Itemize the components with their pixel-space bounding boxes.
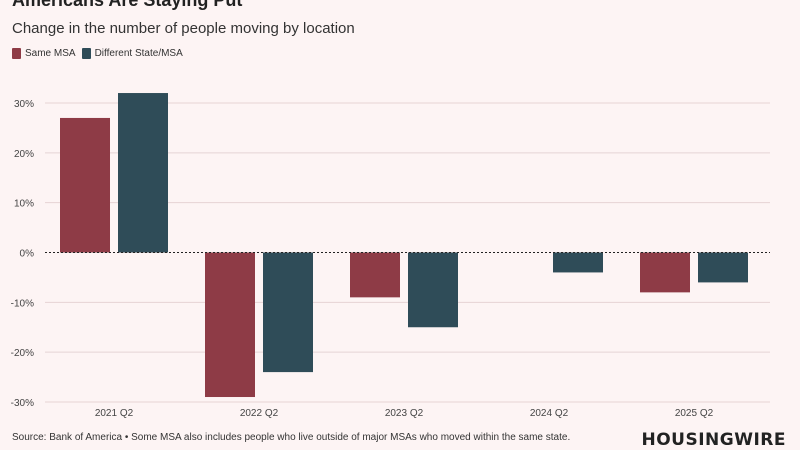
bar-same-msa-2023-q2 — [350, 252, 400, 298]
bar-different-state-msa-2025-q2 — [698, 252, 748, 283]
legend-item-same-msa: Same MSA — [12, 48, 76, 59]
y-tick-label: 20% — [14, 149, 34, 160]
bar-different-state-msa-2024-q2 — [553, 252, 603, 273]
bar-different-state-msa-2023-q2 — [408, 252, 458, 328]
x-tick-label: 2022 Q2 — [240, 408, 279, 419]
x-tick-label: 2021 Q2 — [95, 408, 134, 419]
bar-same-msa-2025-q2 — [640, 252, 690, 293]
y-tick-label: 30% — [14, 99, 34, 110]
legend-swatch-same-msa — [12, 48, 21, 59]
chart-title: Americans Are Staying Put — [12, 0, 243, 10]
bars — [60, 93, 748, 398]
bar-different-state-msa-2021-q2 — [118, 93, 168, 253]
y-tick-label: -20% — [11, 348, 34, 359]
x-tick-label: 2023 Q2 — [385, 408, 424, 419]
legend-item-different-state-msa: Different State/MSA — [81, 48, 183, 59]
y-tick-label: 0% — [20, 249, 35, 260]
source-note: Source: Bank of America • Some MSA also … — [12, 432, 570, 444]
y-tick-label: -10% — [11, 298, 34, 309]
y-axis-ticks: 30% 20% 10% 0% -10% -20% -30% — [11, 99, 34, 409]
bar-same-msa-2021-q2 — [60, 117, 110, 253]
y-tick-label: -30% — [11, 398, 34, 409]
legend-swatch-different-state-msa — [81, 48, 91, 59]
y-tick-label: 10% — [14, 199, 34, 210]
bar-same-msa-2022-q2 — [205, 252, 255, 398]
legend: Same MSA Different State/MSA — [12, 48, 183, 59]
legend-label-different-state-msa: Different State/MSA — [94, 48, 183, 59]
x-axis-ticks: 2021 Q2 2022 Q2 2023 Q2 2024 Q2 2025 Q2 — [95, 408, 714, 419]
x-tick-label: 2024 Q2 — [530, 408, 569, 419]
x-tick-label: 2025 Q2 — [675, 408, 714, 419]
bar-different-state-msa-2022-q2 — [263, 252, 313, 373]
source-line: Source: Bank of America • Some MSA also … — [12, 432, 571, 443]
legend-label-same-msa: Same MSA — [25, 48, 76, 59]
chart-subtitle: Change in the number of people moving by… — [12, 20, 355, 37]
housingwire-logo: HOUSINGWIRE — [641, 430, 786, 450]
